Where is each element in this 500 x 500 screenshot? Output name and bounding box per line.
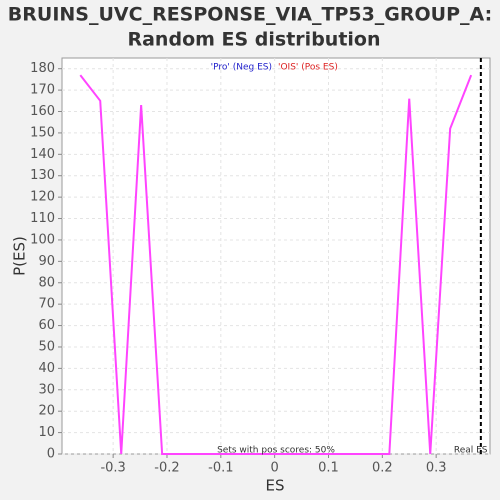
- y-tick-label: 180: [30, 61, 55, 76]
- y-tick-label: 10: [38, 425, 55, 440]
- legend-entry: 'OIS' (Pos ES): [278, 63, 338, 73]
- y-tick-label: 160: [30, 104, 55, 119]
- x-tick-label: -0.2: [154, 461, 179, 476]
- y-tick-label: 140: [30, 147, 55, 162]
- x-tick-label: 0.3: [426, 461, 447, 476]
- chart-title: BRUINS_UVC_RESPONSE_VIA_TP53_GROUP_A:: [8, 4, 492, 26]
- y-tick-label: 40: [38, 361, 55, 376]
- x-tick-label: 0.2: [372, 461, 393, 476]
- y-tick-label: 50: [38, 339, 55, 354]
- y-tick-label: 170: [30, 83, 55, 98]
- y-tick-label: 30: [38, 382, 55, 397]
- y-tick-label: 120: [30, 190, 55, 205]
- real-es-label: Real ES: [454, 446, 488, 456]
- legend-entry: 'Pro' (Neg ES): [211, 63, 272, 73]
- y-tick-label: 110: [30, 211, 55, 226]
- y-tick-label: 130: [30, 168, 55, 183]
- y-tick-label: 60: [38, 318, 55, 333]
- x-tick-label: -0.3: [100, 461, 125, 476]
- x-tick-label: 0.1: [318, 461, 339, 476]
- x-tick-label: 0: [271, 461, 279, 476]
- data-line: [79, 74, 473, 455]
- chart-title: Random ES distribution: [127, 29, 380, 51]
- y-tick-label: 20: [38, 404, 55, 419]
- y-tick-label: 80: [38, 275, 55, 290]
- y-tick-label: 100: [30, 232, 55, 247]
- y-axis-label: P(ES): [11, 236, 29, 276]
- y-tick-label: 150: [30, 125, 55, 140]
- x-axis-label: ES: [266, 477, 285, 495]
- annotation: Sets with pos scores: 50%: [217, 446, 335, 456]
- y-tick-label: 90: [38, 254, 55, 269]
- x-tick-label: -0.1: [208, 461, 233, 476]
- y-tick-label: 0: [47, 447, 55, 462]
- y-tick-label: 70: [38, 297, 55, 312]
